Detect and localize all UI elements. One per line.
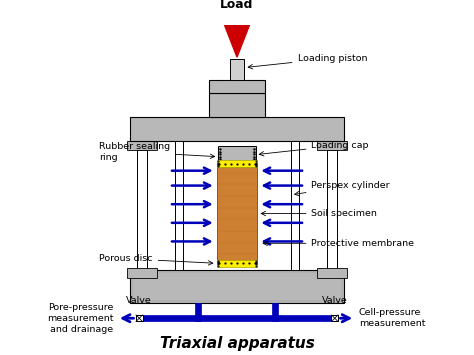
Bar bbox=[195, 315, 278, 322]
Polygon shape bbox=[224, 24, 250, 57]
Bar bbox=[209, 80, 265, 93]
Bar bbox=[229, 59, 245, 80]
Bar bbox=[317, 141, 347, 150]
Text: Soil specimen: Soil specimen bbox=[261, 209, 377, 218]
Text: Cell-pressure
measurement: Cell-pressure measurement bbox=[359, 308, 426, 328]
Bar bbox=[317, 268, 347, 278]
Text: Pore-pressure
measurement
and drainage: Pore-pressure measurement and drainage bbox=[47, 302, 113, 334]
Bar bbox=[217, 167, 257, 260]
Bar bbox=[127, 268, 157, 278]
Text: Triaxial apparatus: Triaxial apparatus bbox=[160, 336, 314, 351]
Bar bbox=[130, 117, 344, 141]
Text: Perspex cylinder: Perspex cylinder bbox=[295, 181, 390, 196]
Bar bbox=[136, 315, 143, 322]
Bar bbox=[174, 141, 183, 270]
Bar bbox=[234, 14, 240, 24]
Bar bbox=[132, 272, 342, 301]
Bar bbox=[195, 303, 201, 322]
Text: Valve: Valve bbox=[127, 296, 152, 305]
Bar bbox=[127, 141, 157, 150]
Text: Load: Load bbox=[220, 0, 254, 11]
Bar bbox=[209, 93, 265, 117]
Bar bbox=[331, 315, 338, 322]
Bar bbox=[130, 270, 344, 303]
Text: Rubber sealing
ring: Rubber sealing ring bbox=[99, 142, 215, 162]
Bar bbox=[278, 315, 338, 322]
Text: Loading piston: Loading piston bbox=[248, 54, 367, 69]
Bar bbox=[217, 260, 257, 267]
Bar bbox=[219, 147, 255, 167]
Bar bbox=[136, 315, 201, 322]
Bar bbox=[217, 160, 257, 167]
Bar bbox=[291, 141, 300, 270]
Bar bbox=[137, 150, 147, 270]
Bar bbox=[327, 150, 337, 270]
Text: Porous disc: Porous disc bbox=[99, 254, 213, 265]
Text: Valve: Valve bbox=[322, 296, 347, 305]
Text: Loading cap: Loading cap bbox=[259, 141, 369, 156]
Text: Protective membrane: Protective membrane bbox=[263, 239, 414, 248]
Bar bbox=[272, 303, 278, 322]
